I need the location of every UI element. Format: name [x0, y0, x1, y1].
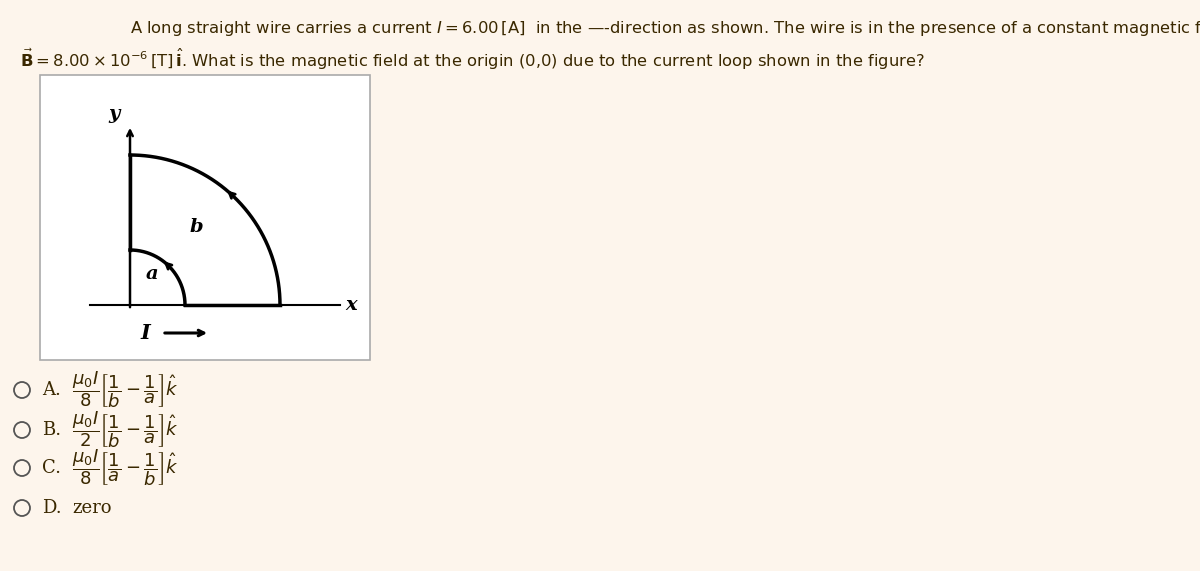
Text: $\vec{\mathbf{B}} = 8.00 \times 10^{-6}\,[\mathrm{T}]\,\hat{\mathbf{i}}$. What i: $\vec{\mathbf{B}} = 8.00 \times 10^{-6}\…	[20, 47, 925, 72]
Text: D.: D.	[42, 499, 61, 517]
Text: A.: A.	[42, 381, 61, 399]
Text: $\dfrac{\mu_0 I}{8}\left[\dfrac{1}{b} - \dfrac{1}{a}\right]\hat{k}$: $\dfrac{\mu_0 I}{8}\left[\dfrac{1}{b} - …	[72, 369, 179, 411]
Text: y: y	[109, 105, 120, 123]
Text: A long straight wire carries a current $I = 6.00\,[\mathrm{A}]$  in the —-direct: A long straight wire carries a current $…	[130, 19, 1200, 38]
Text: zero: zero	[72, 499, 112, 517]
Text: B.: B.	[42, 421, 61, 439]
Bar	[40, 75, 370, 360]
Text: C.: C.	[42, 459, 61, 477]
Text: a: a	[145, 266, 158, 283]
Text: $\dfrac{\mu_0 I}{8}\left[\dfrac{1}{a} - \dfrac{1}{b}\right]\hat{k}$: $\dfrac{\mu_0 I}{8}\left[\dfrac{1}{a} - …	[72, 448, 179, 488]
Text: x: x	[346, 296, 356, 314]
Text: I: I	[140, 323, 150, 343]
Text: b: b	[190, 218, 204, 236]
Text: $\dfrac{\mu_0 I}{2}\left[\dfrac{1}{b} - \dfrac{1}{a}\right]\hat{k}$: $\dfrac{\mu_0 I}{2}\left[\dfrac{1}{b} - …	[72, 409, 179, 451]
